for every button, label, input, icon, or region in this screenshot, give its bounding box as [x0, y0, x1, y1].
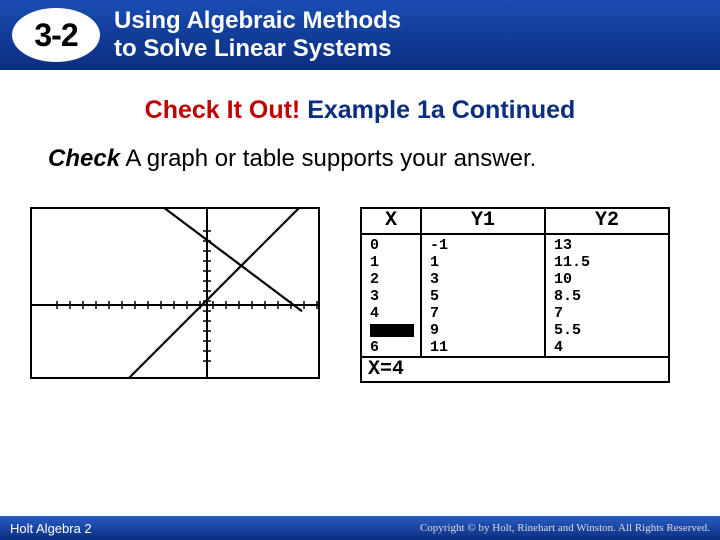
body-rest: A graph or table supports your answer.: [120, 145, 536, 172]
footer-bar: Holt Algebra 2 Copyright © by Holt, Rine…: [0, 516, 720, 540]
table-col-x: 0123456: [362, 235, 422, 356]
footer-left: Holt Algebra 2: [10, 521, 92, 536]
subtitle-red: Check It Out!: [145, 96, 301, 124]
table-col-y2: 1311.5108.575.54: [546, 235, 668, 356]
title-line1: Using Algebraic Methods: [114, 7, 401, 34]
table-header: X Y1 Y2: [362, 209, 668, 235]
footer-right: Copyright © by Holt, Rinehart and Winsto…: [420, 522, 710, 534]
table-body: 0123456 -11357911 1311.5108.575.54: [362, 235, 668, 356]
table-header-y2: Y2: [546, 209, 668, 233]
graph-svg: [32, 209, 318, 377]
check-label: Check: [48, 145, 120, 172]
table-footer: X=4: [362, 356, 668, 382]
lesson-title: Using Algebraic Methods to Solve Linear …: [114, 7, 401, 62]
header-bar: 3-2 Using Algebraic Methods to Solve Lin…: [0, 0, 720, 70]
table-panel: X Y1 Y2 0123456 -11357911 1311.5108.575.…: [360, 207, 670, 383]
body-text: Check A graph or table supports your ans…: [48, 145, 720, 173]
subtitle: Check It Out! Example 1a Continued: [0, 96, 720, 125]
subtitle-blue: Example 1a Continued: [307, 96, 575, 124]
title-line2: to Solve Linear Systems: [114, 35, 391, 62]
panels-row: X Y1 Y2 0123456 -11357911 1311.5108.575.…: [30, 207, 720, 383]
lesson-number-badge: 3-2: [12, 8, 100, 62]
table-header-y1: Y1: [422, 209, 546, 233]
lesson-number: 3-2: [34, 17, 77, 54]
table-col-y1: -11357911: [422, 235, 546, 356]
graph-panel: [30, 207, 320, 379]
table-header-x: X: [362, 209, 422, 233]
